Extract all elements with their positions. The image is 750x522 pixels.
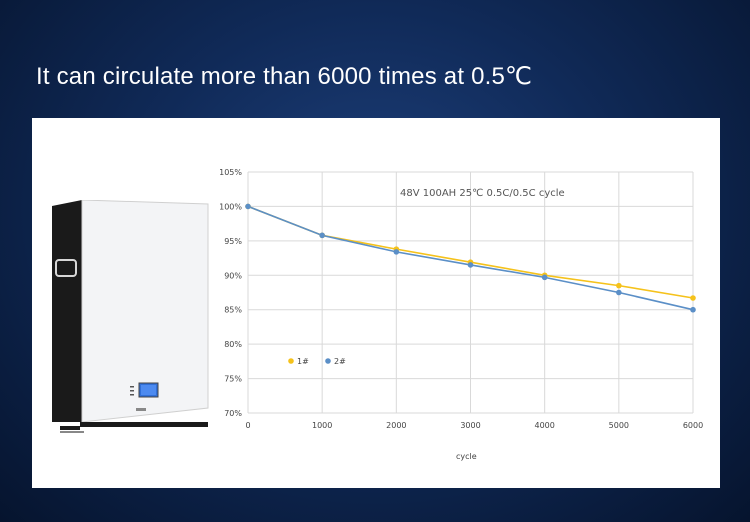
chart-title: 48V 100AH 25℃ 0.5C/0.5C cycle [400, 188, 565, 199]
series-2-point [616, 289, 622, 296]
series-2-point [245, 203, 251, 210]
x-tick-label: 3000 [460, 421, 480, 430]
series-1-point [690, 295, 696, 301]
y-tick-label: 100% [219, 202, 242, 211]
legend-label-2: 2# [334, 357, 346, 366]
wall-mounted-battery-icon [52, 200, 209, 433]
x-tick-label: 2000 [386, 421, 406, 430]
x-axis-label: cycle [456, 452, 477, 461]
series-2-point [467, 262, 474, 268]
legend-marker-1 [288, 358, 294, 364]
series-2-point [541, 274, 548, 281]
x-tick-label: 5000 [609, 421, 629, 430]
y-tick-label: 105% [219, 168, 242, 177]
page-headline: It can circulate more than 6000 times at… [36, 63, 533, 90]
series-2-point [393, 249, 400, 255]
y-tick-label: 85% [224, 306, 242, 315]
y-tick-label: 90% [224, 271, 242, 280]
y-tick-label: 80% [224, 340, 242, 349]
y-tick-label: 70% [224, 409, 242, 418]
x-tick-label: 1000 [312, 421, 332, 430]
series-2-point [690, 306, 696, 313]
legend-marker-2 [325, 358, 331, 364]
x-tick-label: 6000 [683, 421, 703, 430]
series-1-point [616, 282, 622, 289]
x-tick-label: 0 [245, 421, 250, 430]
legend-label-1: 1# [297, 357, 309, 366]
series-2-point [319, 232, 325, 239]
y-tick-label: 75% [224, 375, 242, 384]
x-tick-label: 4000 [534, 421, 554, 430]
y-tick-label: 95% [224, 237, 242, 246]
